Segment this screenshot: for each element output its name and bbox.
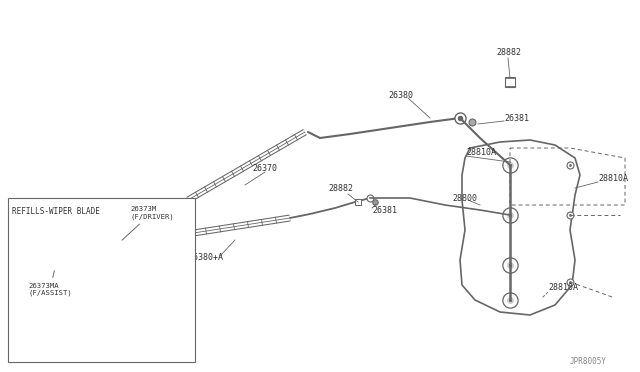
Text: REFILLS-WIPER BLADE: REFILLS-WIPER BLADE: [12, 207, 100, 216]
Text: 26380+A: 26380+A: [188, 253, 223, 263]
Text: 26370+A: 26370+A: [55, 273, 90, 282]
Text: 28810A: 28810A: [466, 148, 496, 157]
Text: 26380: 26380: [388, 90, 413, 99]
Text: 26381: 26381: [372, 205, 397, 215]
Text: 26373M
(F/DRIVER): 26373M (F/DRIVER): [122, 206, 173, 240]
Text: 28882: 28882: [496, 48, 521, 57]
Text: 28810A: 28810A: [548, 283, 578, 292]
Bar: [8, 198, 195, 362]
Text: 26370: 26370: [252, 164, 277, 173]
Text: 26381: 26381: [504, 113, 529, 122]
Text: 28882: 28882: [328, 183, 353, 192]
Text: 28800: 28800: [452, 193, 477, 202]
Text: JPR8005Y: JPR8005Y: [570, 357, 607, 366]
Text: 26373MA
(F/ASSIST): 26373MA (F/ASSIST): [28, 271, 72, 296]
Text: 28810A: 28810A: [598, 173, 628, 183]
